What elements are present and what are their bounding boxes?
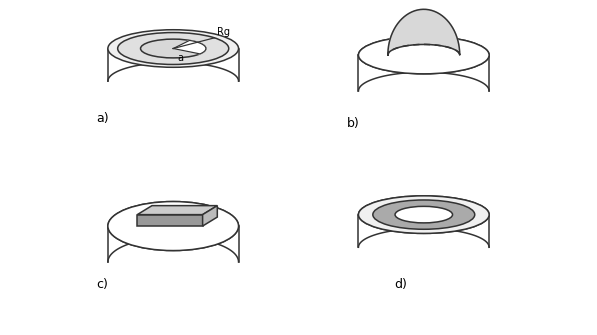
Polygon shape — [202, 206, 217, 226]
Ellipse shape — [395, 206, 453, 223]
Polygon shape — [358, 55, 489, 91]
Polygon shape — [137, 206, 217, 215]
Ellipse shape — [358, 196, 489, 233]
Ellipse shape — [108, 30, 239, 67]
Polygon shape — [388, 9, 460, 55]
Text: a: a — [177, 53, 183, 63]
Polygon shape — [108, 226, 239, 262]
Ellipse shape — [373, 200, 475, 229]
Ellipse shape — [358, 228, 489, 266]
Text: a): a) — [97, 112, 109, 125]
Polygon shape — [108, 49, 239, 81]
Text: Rg: Rg — [217, 27, 230, 37]
Ellipse shape — [108, 202, 239, 251]
Polygon shape — [173, 41, 206, 54]
Text: d): d) — [395, 278, 407, 291]
Ellipse shape — [108, 62, 239, 100]
Ellipse shape — [358, 196, 489, 233]
Polygon shape — [137, 215, 202, 226]
Ellipse shape — [140, 39, 206, 58]
Ellipse shape — [108, 202, 239, 251]
Ellipse shape — [358, 36, 489, 74]
Ellipse shape — [358, 72, 489, 110]
Ellipse shape — [358, 36, 489, 74]
Ellipse shape — [118, 32, 229, 64]
Text: c): c) — [97, 278, 108, 291]
Ellipse shape — [108, 238, 239, 286]
Text: b): b) — [347, 117, 360, 130]
Polygon shape — [358, 215, 489, 247]
